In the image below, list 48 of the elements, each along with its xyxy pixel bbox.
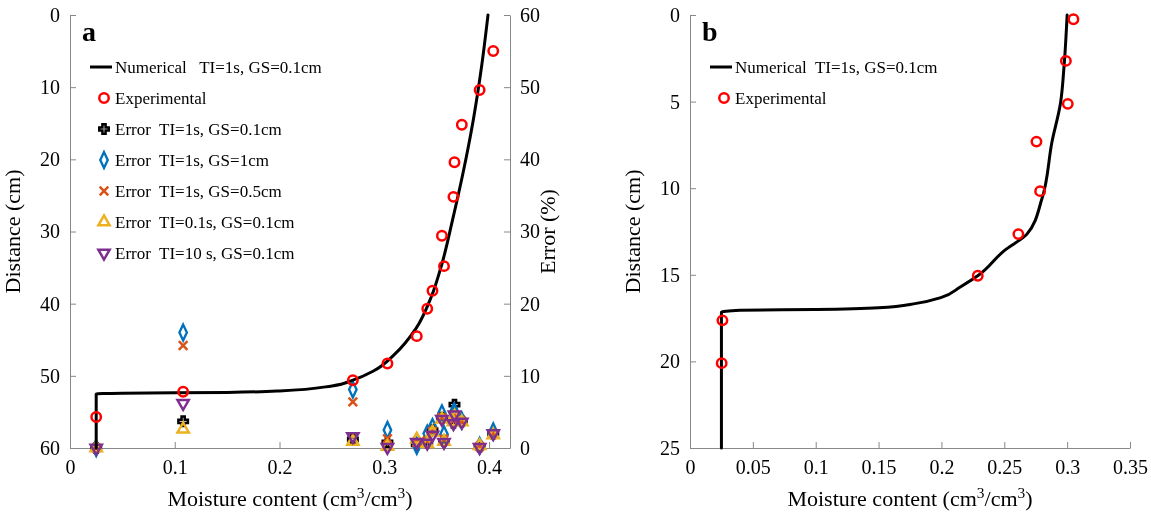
y-tick-label: 0 bbox=[50, 3, 60, 26]
x-tick-label: 0.2 bbox=[929, 456, 955, 479]
x-tick-label: 0 bbox=[685, 456, 696, 479]
x-tick-label: 0.2 bbox=[267, 456, 293, 479]
legend-label: Error TI=1s, GS=0.1cm bbox=[115, 120, 282, 139]
x-tick-label: 0.15 bbox=[861, 456, 897, 479]
y2-tick-label: 50 bbox=[520, 76, 540, 99]
x-tick-label: 0.1 bbox=[803, 456, 829, 479]
annotation: b bbox=[702, 16, 718, 47]
y-tick-label: 20 bbox=[40, 148, 60, 171]
x-tick-label: 0.25 bbox=[987, 456, 1023, 479]
x-tick-label: 0 bbox=[65, 456, 76, 479]
x-tick-label: 0.1 bbox=[162, 456, 188, 479]
legend-label: Experimental bbox=[115, 89, 207, 108]
y-tick-label: 60 bbox=[40, 436, 60, 459]
y-tick-label: 25 bbox=[660, 436, 680, 459]
y2-tick-label: 0 bbox=[520, 436, 530, 459]
y-axis-title: Distance (cm) bbox=[0, 169, 25, 294]
x-tick-label: 0.4 bbox=[477, 456, 503, 479]
legend-label: Error TI=1s, GS=1cm bbox=[115, 151, 269, 170]
x-tick-label: 0.05 bbox=[735, 456, 771, 479]
y-tick-label: 40 bbox=[40, 292, 60, 315]
y-axis-title: Distance (cm) bbox=[620, 169, 645, 294]
y2-tick-label: 10 bbox=[520, 364, 540, 387]
y-tick-label: 0 bbox=[670, 3, 680, 26]
legend-label: Error TI=10 s, GS=0.1cm bbox=[115, 244, 295, 263]
x-tick-label: 0.3 bbox=[1055, 456, 1081, 479]
y-tick-label: 20 bbox=[660, 350, 680, 373]
y-tick-label: 30 bbox=[40, 220, 60, 243]
y-tick-label: 10 bbox=[660, 177, 680, 200]
legend-label: Experimental bbox=[735, 89, 827, 108]
annotation: a bbox=[82, 16, 96, 47]
y-tick-label: 15 bbox=[660, 263, 680, 286]
x-axis-title: Moisture content (cm$^{3}$/cm$^{3}$) bbox=[167, 483, 413, 511]
y-tick-label: 5 bbox=[670, 90, 680, 113]
legend-label: Error TI=1s, GS=0.5cm bbox=[115, 182, 282, 201]
x-tick-label: 0.3 bbox=[372, 456, 398, 479]
y2-tick-label: 40 bbox=[520, 148, 540, 171]
y2-tick-label: 60 bbox=[520, 3, 540, 26]
x-axis-title: Moisture content (cm$^{3}$/cm$^{3}$) bbox=[787, 483, 1033, 511]
legend-label: Error TI=0.1s, GS=0.1cm bbox=[115, 213, 295, 232]
x-tick-label: 0.35 bbox=[1113, 456, 1148, 479]
y-tick-label: 10 bbox=[40, 76, 60, 99]
y2-tick-label: 20 bbox=[520, 292, 540, 315]
legend-label: Numerical TI=1s, GS=0.1cm bbox=[735, 58, 938, 77]
y2-tick-label: 30 bbox=[520, 220, 540, 243]
legend-label: Numerical TI=1s, GS=0.1cm bbox=[115, 58, 322, 77]
y-tick-label: 50 bbox=[40, 364, 60, 387]
